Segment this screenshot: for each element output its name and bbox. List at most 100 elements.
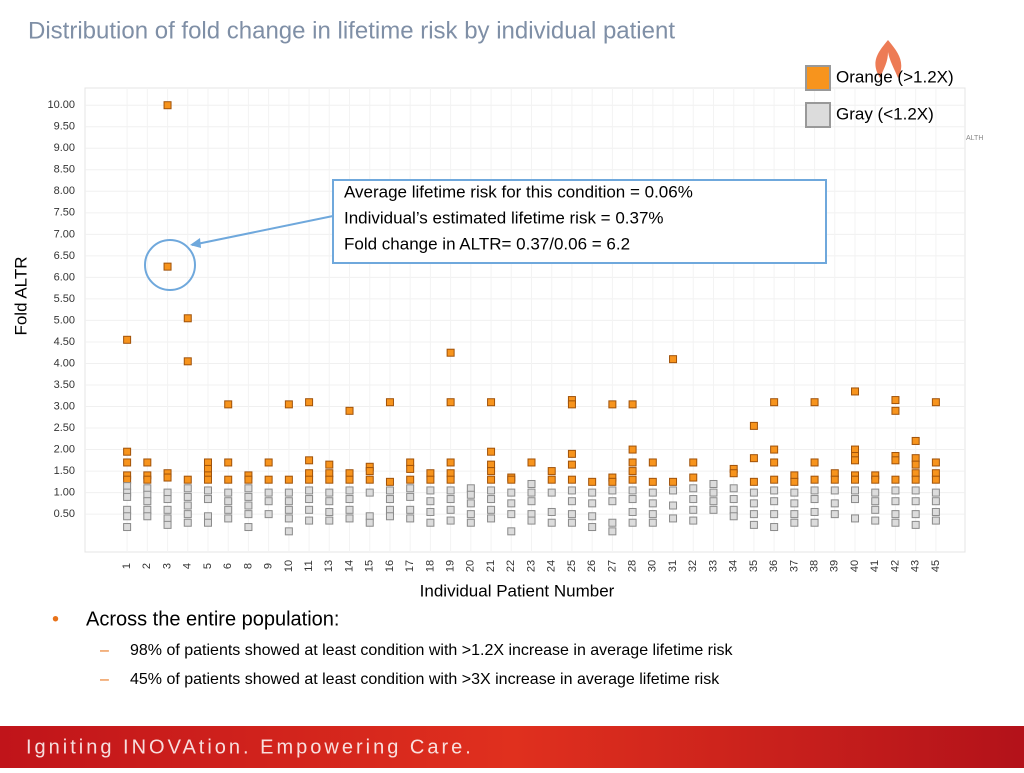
y-tick-label: 8.00: [54, 185, 75, 197]
point: [749, 510, 758, 519]
point: [891, 475, 900, 484]
point: [203, 475, 212, 484]
point: [891, 396, 900, 405]
point: [749, 499, 758, 508]
point: [547, 518, 556, 527]
point: [487, 467, 496, 476]
x-tick-label: 32: [687, 560, 699, 572]
point: [669, 501, 678, 510]
point: [284, 505, 293, 514]
point: [729, 495, 738, 504]
annotation: Average lifetime risk for this condition…: [144, 179, 827, 291]
point: [790, 499, 799, 508]
point: [507, 527, 516, 536]
point: [163, 262, 172, 271]
point: [547, 475, 556, 484]
y-tick-label: 9.00: [54, 142, 75, 154]
point: [487, 447, 496, 456]
point: [770, 486, 779, 495]
y-tick-label: 3.50: [54, 379, 75, 391]
point: [284, 488, 293, 497]
x-tick-label: 34: [728, 560, 740, 572]
point: [183, 357, 192, 366]
point: [628, 486, 637, 495]
point: [143, 484, 152, 493]
point: [163, 488, 172, 497]
point: [305, 456, 314, 465]
point: [123, 475, 132, 484]
point: [507, 499, 516, 508]
x-tick-label: 10: [283, 560, 295, 572]
x-tick-label: 40: [849, 560, 861, 572]
point: [770, 458, 779, 467]
point: [709, 505, 718, 514]
point: [244, 492, 253, 501]
plot: 0.50 1.00 1.50 2.00 2.50 3.00 3.50 4.00 4.50 5.00…: [47, 88, 965, 572]
point: [931, 488, 940, 497]
point: [305, 516, 314, 525]
point: [163, 101, 172, 110]
point: [931, 398, 940, 407]
annotation-box: [332, 179, 827, 264]
point: [729, 512, 738, 521]
point: [426, 497, 435, 506]
point: [345, 514, 354, 523]
y-tick-label: 6.00: [54, 271, 75, 283]
y-axis-label: Fold ALTR: [11, 256, 30, 335]
point: [911, 460, 920, 469]
y-tick-label: 1.00: [54, 487, 75, 499]
x-tick-label: 11: [303, 560, 315, 571]
point: [891, 518, 900, 527]
point: [810, 458, 819, 467]
point: [871, 516, 880, 525]
point: [567, 518, 576, 527]
highlight-circle: [144, 239, 196, 291]
point: [911, 520, 920, 529]
y-tick-label: 2.50: [54, 422, 75, 434]
point: [406, 514, 415, 523]
bullet-sub: 45% of patients showed at least conditio…: [130, 671, 720, 688]
legend-swatch: [805, 102, 831, 128]
point: [123, 523, 132, 532]
point: [871, 505, 880, 514]
point: [244, 523, 253, 532]
point: [851, 495, 860, 504]
point: [345, 406, 354, 415]
point: [931, 507, 940, 516]
point: [143, 475, 152, 484]
y-tick-label: 9.50: [54, 121, 75, 133]
point: [224, 488, 233, 497]
point: [669, 355, 678, 364]
x-tick-label: 30: [647, 560, 659, 572]
point: [871, 475, 880, 484]
point: [466, 518, 475, 527]
point: [487, 398, 496, 407]
point: [203, 464, 212, 473]
point: [588, 499, 597, 508]
x-tick-label: 24: [546, 560, 558, 572]
point: [224, 505, 233, 514]
point: [527, 488, 536, 497]
point: [325, 497, 334, 506]
point: [608, 518, 617, 527]
point: [123, 505, 132, 514]
point: [669, 477, 678, 486]
point: [365, 518, 374, 527]
y-tick-label: 4.50: [54, 336, 75, 348]
x-tick-label: 9: [263, 563, 275, 569]
point: [143, 512, 152, 521]
point: [203, 518, 212, 527]
annotation-line: Average lifetime risk for this condition…: [344, 182, 693, 201]
point: [911, 475, 920, 484]
x-tick-label: 27: [606, 560, 618, 572]
point: [588, 477, 597, 486]
point: [810, 475, 819, 484]
point: [567, 475, 576, 484]
point: [446, 348, 455, 357]
x-tick-label: 26: [586, 560, 598, 572]
point: [851, 456, 860, 465]
point: [264, 475, 273, 484]
point: [527, 497, 536, 506]
x-tick-label: 45: [930, 560, 942, 572]
point: [527, 510, 536, 519]
